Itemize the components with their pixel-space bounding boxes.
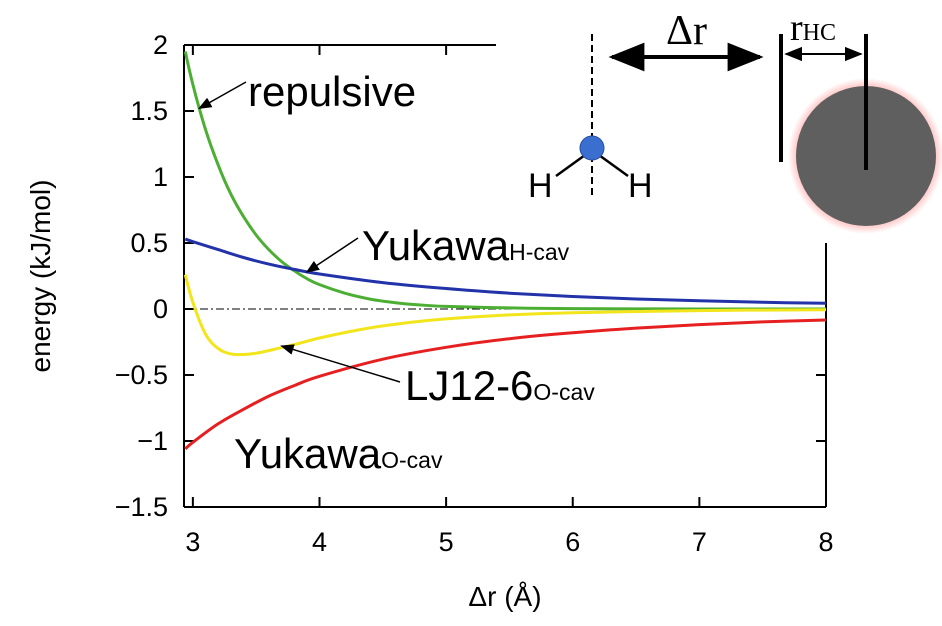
series-layer [183,51,827,451]
r-hc-label-main: r [790,7,803,49]
plot-frame [183,44,827,508]
label-yukawa-h-sub: H-cav [509,239,570,265]
y-tick-label: 2 [153,30,168,60]
series-line-repulsive [183,51,827,311]
series-line-yukawa-o [184,318,827,451]
x-tick-label: 6 [565,527,580,557]
axis-ticks [184,44,827,508]
delta-r-label: Δr [666,8,707,54]
hydrogen-label-left: H [528,167,553,205]
x-axis-title: Δr (Å) [468,581,541,612]
y-tick-label: 0 [153,294,168,324]
label-lj12-6-sub: O-cav [533,379,595,405]
x-tick-label: 5 [439,527,454,557]
hydrogen-label-right: H [628,167,653,205]
y-axis-title: energy (kJ/mol) [25,180,56,373]
arrow-repulsive [198,81,247,110]
axis-tick-labels: 2 1.5 1 0.5 0 −0.5 −1 −1.5 3 4 5 6 7 8 [115,30,834,557]
label-yukawa-o-sub: O-cav [381,447,443,473]
label-repulsive: repulsive [248,68,416,115]
y-tick-label: 1 [153,162,168,192]
y-tick-label: 1.5 [130,96,168,126]
r-hc-label: rHC [790,7,836,49]
label-yukawa-o-main: Yukawa [234,430,382,477]
r-hc-label-sub: HC [803,20,836,46]
label-lj12-6-main: LJ12-6 [405,362,533,409]
x-tick-label: 3 [185,527,200,557]
label-lj12-6: LJ12-6O-cav [405,362,595,409]
series-line-lj12-6 [183,274,827,357]
x-tick-label: 8 [818,527,833,557]
arrow-yukawa-h [305,237,359,273]
label-yukawa-o: YukawaO-cav [234,430,443,477]
annotation-arrows [198,81,401,383]
label-yukawa-h: YukawaH-cav [362,222,570,269]
oxygen-atom [579,135,605,161]
series-line-yukawa-h [184,237,827,305]
x-tick-label: 4 [312,527,327,557]
y-tick-label: −1 [137,426,168,456]
y-tick-label: −1.5 [115,492,168,522]
x-tick-label: 7 [692,527,707,557]
y-tick-label: −0.5 [115,360,168,390]
y-tick-label: 0.5 [130,228,168,258]
schematic-inset: H H Δr rHC [528,7,942,234]
arrow-lj12-6 [280,344,401,383]
label-yukawa-h-main: Yukawa [362,222,510,269]
